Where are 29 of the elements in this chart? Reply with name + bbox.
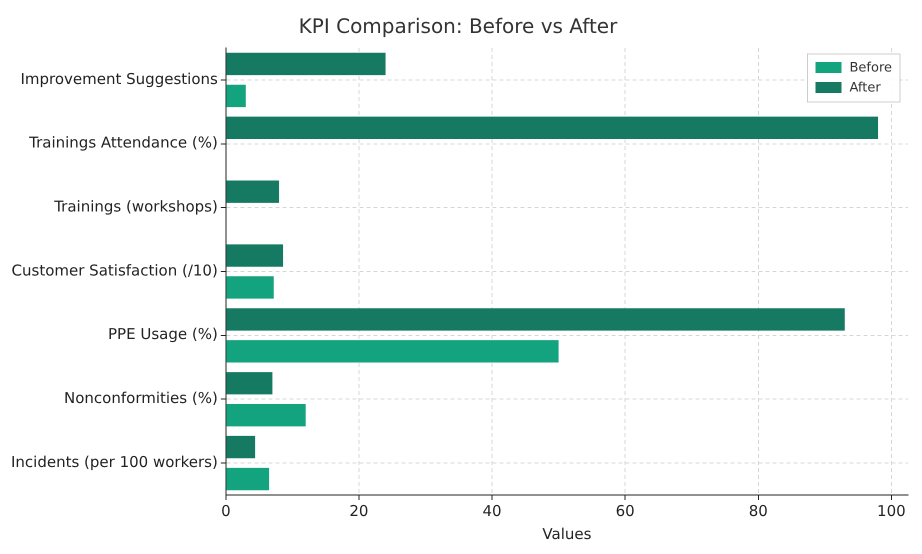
bar — [226, 308, 845, 331]
y-tick-label: Incidents (per 100 workers) — [10, 452, 218, 471]
legend-label: Before — [849, 60, 892, 76]
bar — [226, 84, 246, 108]
x-tick-label: 20 — [349, 502, 368, 520]
bar — [226, 52, 386, 76]
bar — [226, 404, 306, 426]
bar — [226, 116, 878, 139]
x-tick-label: 40 — [482, 502, 502, 520]
y-tick-label: Trainings Attendance (%) — [28, 134, 218, 152]
y-tick-label: Trainings (workshops) — [53, 198, 218, 216]
y-tick-label: Improvement Suggestions — [20, 70, 218, 88]
chart-title: KPI Comparison: Before vs After — [298, 14, 618, 38]
x-tick-label: 80 — [748, 502, 768, 520]
x-axis-title: Values — [542, 524, 592, 543]
bar — [226, 468, 270, 490]
bar — [226, 372, 272, 394]
y-tick-label: Nonconformities (%) — [64, 389, 218, 408]
bar — [226, 180, 280, 203]
y-tick-label: Customer Satisfaction (/10) — [12, 261, 218, 280]
bar — [226, 436, 256, 458]
x-tick-label: 100 — [877, 502, 906, 520]
bar — [226, 244, 284, 267]
bar — [226, 340, 559, 362]
x-tick-label: 60 — [616, 502, 635, 520]
x-tick-label: 0 — [221, 502, 231, 520]
legend-label: After — [849, 80, 882, 96]
bar — [226, 276, 274, 299]
y-tick-label: PPE Usage (%) — [108, 325, 218, 344]
